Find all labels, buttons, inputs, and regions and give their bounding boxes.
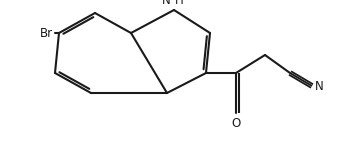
Text: N: N <box>162 0 171 7</box>
Text: O: O <box>232 117 240 130</box>
Text: H: H <box>175 0 184 7</box>
Text: N: N <box>315 81 324 94</box>
Text: Br: Br <box>40 26 53 40</box>
